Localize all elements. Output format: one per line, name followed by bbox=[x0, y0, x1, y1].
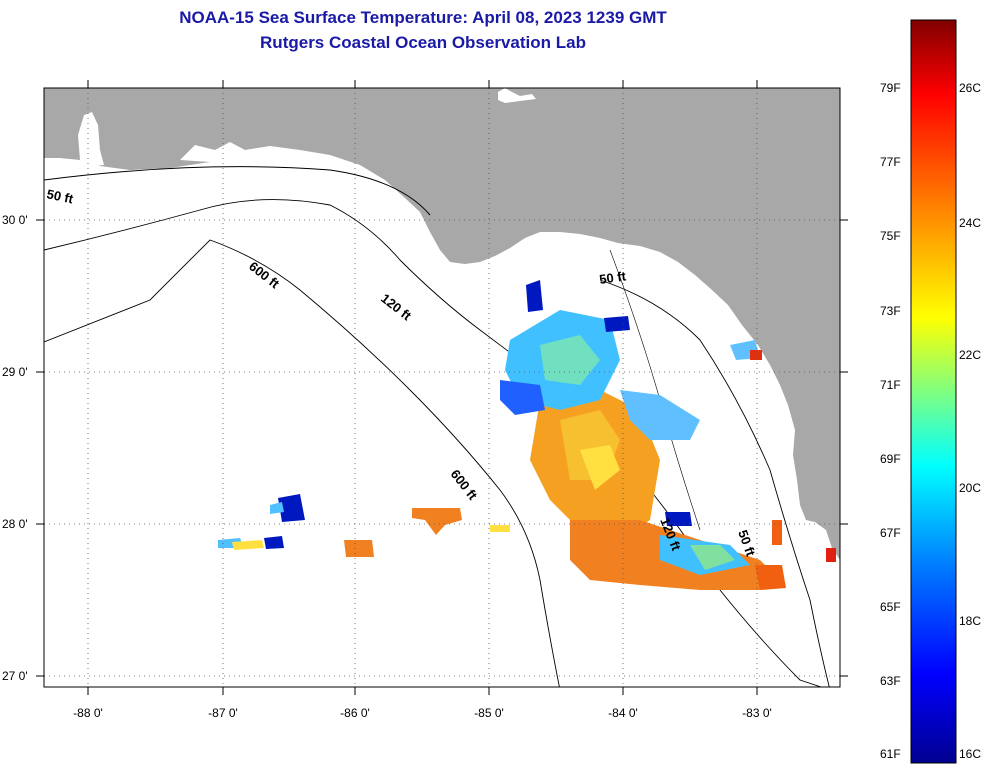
contour-50ft-east bbox=[599, 279, 830, 687]
land-florida bbox=[44, 88, 840, 560]
lon-label-86: -86 0' bbox=[340, 706, 370, 720]
lat-labels: 30 0' 29 0' 28 0' 27 0' bbox=[2, 213, 28, 683]
cb-f-75: 75F bbox=[880, 229, 901, 243]
cb-c-18: 18C bbox=[959, 614, 981, 628]
lake bbox=[498, 88, 536, 103]
colorbar bbox=[910, 19, 957, 764]
map-frame bbox=[43, 87, 841, 688]
cb-c-16: 16C bbox=[959, 747, 981, 761]
cb-f-63: 63F bbox=[880, 674, 901, 688]
lon-label-88: -88 0' bbox=[73, 706, 103, 720]
lon-label-85: -85 0' bbox=[474, 706, 504, 720]
lon-labels: -88 0' -87 0' -86 0' -85 0' -84 0' -83 0… bbox=[73, 706, 772, 720]
cb-f-77: 77F bbox=[880, 155, 901, 169]
cb-f-67: 67F bbox=[880, 526, 901, 540]
lat-label-29: 29 0' bbox=[2, 365, 28, 379]
sst-data bbox=[218, 280, 836, 590]
lat-label-30: 30 0' bbox=[2, 213, 28, 227]
colorbar-c-labels: 26C 24C 22C 20C 18C 16C bbox=[959, 81, 981, 761]
cb-c-22: 22C bbox=[959, 348, 981, 362]
lon-label-87: -87 0' bbox=[208, 706, 238, 720]
lat-label-28: 28 0' bbox=[2, 517, 28, 531]
cb-f-65: 65F bbox=[880, 600, 901, 614]
map-area bbox=[44, 88, 840, 687]
map-ticks bbox=[36, 80, 848, 695]
cb-c-26: 26C bbox=[959, 81, 981, 95]
lat-label-27: 27 0' bbox=[2, 669, 28, 683]
contour-600ft bbox=[44, 239, 560, 687]
contour-label-50ft-east: 50 ft bbox=[598, 268, 627, 287]
contour-50ft bbox=[44, 166, 431, 216]
mobile-bay bbox=[78, 112, 104, 166]
cb-c-20: 20C bbox=[959, 481, 981, 495]
cb-f-69: 69F bbox=[880, 452, 901, 466]
map-subtitle: Rutgers Coastal Ocean Observation Lab bbox=[260, 33, 586, 52]
lon-label-84: -84 0' bbox=[608, 706, 638, 720]
cb-c-24: 24C bbox=[959, 216, 981, 230]
cb-f-79: 79F bbox=[880, 81, 901, 95]
contour-label-50ft-west: 50 ft bbox=[45, 186, 75, 206]
lon-label-83: -83 0' bbox=[742, 706, 772, 720]
colorbar-f-labels: 79F 77F 75F 73F 71F 69F 67F 65F 63F 61F bbox=[880, 81, 901, 761]
bay-shapes bbox=[180, 142, 300, 162]
map-title: NOAA-15 Sea Surface Temperature: April 0… bbox=[179, 8, 667, 27]
cb-f-73: 73F bbox=[880, 304, 901, 318]
cb-f-71: 71F bbox=[880, 378, 901, 392]
cb-f-61: 61F bbox=[880, 747, 901, 761]
